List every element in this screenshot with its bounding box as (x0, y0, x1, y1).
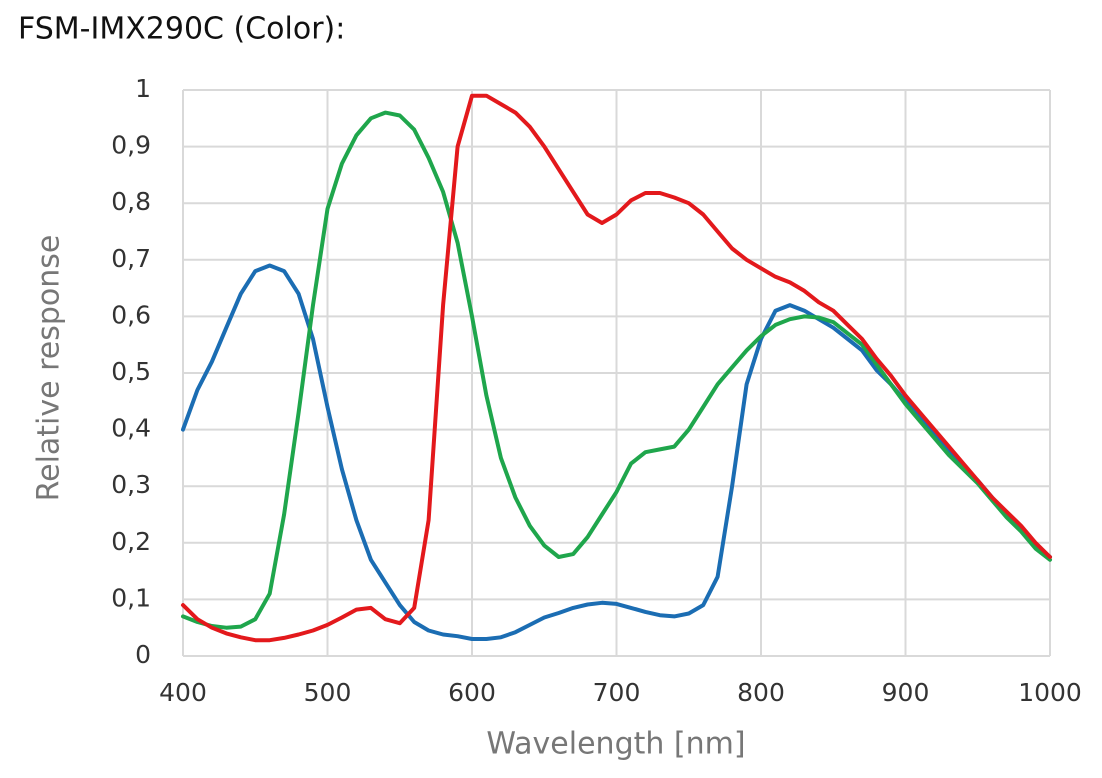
x-tick-label: 900 (882, 678, 930, 707)
y-tick-label: 0,3 (111, 470, 151, 499)
y-axis-title: Relative response (32, 235, 67, 502)
y-tick-label: 0,5 (111, 357, 151, 386)
x-axis-title: Wavelength [nm] (486, 727, 745, 762)
y-tick-label: 0,2 (111, 527, 151, 556)
y-tick-label: 0,6 (111, 300, 151, 329)
x-tick-label: 400 (159, 678, 207, 707)
y-tick-label: 0,4 (111, 414, 151, 443)
y-tick-label: 0 (135, 640, 151, 669)
x-tick-label: 500 (304, 678, 352, 707)
series-line (181, 110, 1052, 630)
chart-title: FSM-IMX290C (Color): (18, 12, 345, 47)
x-tick-label: 1000 (1018, 678, 1082, 707)
x-tick-label: 600 (448, 678, 496, 707)
y-tick-label: 1 (135, 74, 151, 103)
x-tick-label: 800 (737, 678, 785, 707)
y-tick-label: 0,8 (111, 187, 151, 216)
y-tick-label: 0,1 (111, 583, 151, 612)
y-tick-label: 0,9 (111, 131, 151, 160)
x-tick-label: 700 (593, 678, 641, 707)
series-line (181, 93, 1052, 643)
y-tick-label: 0,7 (111, 244, 151, 273)
